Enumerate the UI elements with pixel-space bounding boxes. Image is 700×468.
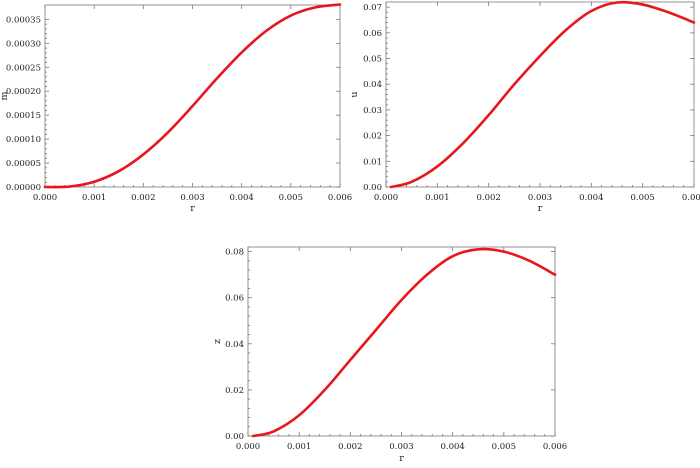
y-tick-label: 0.00015 (6, 111, 41, 121)
x-tick-label: 0.002 (338, 442, 362, 452)
y-axis-label: m (0, 91, 10, 100)
x-tick-label: 0.002 (131, 193, 155, 203)
x-tick-label: 0.001 (425, 193, 449, 203)
x-tick-label: 0.005 (492, 442, 516, 452)
y-tick-label: 0.05 (363, 55, 382, 65)
x-tick-label: 0.002 (476, 193, 500, 203)
y-tick-label: 0.00005 (6, 159, 41, 169)
y-axis-label: z (212, 339, 223, 344)
y-tick-label: 0.02 (225, 386, 244, 396)
y-tick-label: 0.07 (363, 3, 382, 13)
x-tick-label: 0.006 (682, 193, 700, 203)
x-axis-label: r (190, 203, 195, 214)
chart-1: 0.000 0.001 0.002 0.003 0.004 0.005 0.006 0.000… (0, 3, 352, 214)
y-axis-label: u (349, 91, 360, 97)
y-tick-label: 0.00025 (6, 63, 41, 73)
series-line-1 (389, 0, 696, 189)
x-axis-label: r (399, 453, 404, 464)
y-tick-label: 0.00030 (6, 39, 41, 49)
x-tick-label: 0.001 (287, 442, 311, 452)
y-tick-label: 0.01 (363, 157, 382, 167)
plot-frame (44, 4, 341, 188)
y-tick-label: 0.04 (225, 340, 244, 350)
x-tick-label: 0.000 (374, 193, 398, 203)
x-tick-label: 0.001 (82, 193, 106, 203)
y-tick-label: 0.00035 (6, 15, 41, 25)
x-tick-label: 0.005 (630, 193, 654, 203)
x-tick-label: 0.006 (328, 193, 352, 203)
y-tick-label: 0.08 (225, 248, 244, 258)
y-tick-label: 0.06 (225, 294, 244, 304)
x-tick-label: 0.003 (528, 193, 552, 203)
chart-2: 0.000 0.001 0.002 0.003 0.004 0.005 0.006 0.00 0… (349, 0, 700, 214)
x-tick-label: 0.004 (440, 442, 464, 452)
plot-frame (385, 1, 695, 188)
x-tick-label: 0.006 (543, 442, 567, 452)
y-tick-label: 0.00 (363, 183, 382, 193)
plot-frame (247, 246, 556, 437)
series-line-1 (43, 3, 342, 189)
y-tick-label: 0.03 (363, 106, 382, 116)
x-tick-label: 0.004 (579, 193, 603, 203)
x-axis-label: r (538, 203, 543, 214)
x-tick-label: 0.000 (236, 442, 260, 452)
x-tick-label: 0.004 (229, 193, 253, 203)
series-line-1 (251, 247, 557, 438)
y-tick-label: 0.00 (225, 432, 244, 442)
x-tick-label: 0.005 (279, 193, 303, 203)
y-tick-label: 0.00020 (6, 87, 41, 97)
y-tick-label: 0.04 (363, 80, 382, 90)
x-tick-label: 0.003 (389, 442, 413, 452)
y-tick-label: 0.02 (363, 132, 382, 142)
y-tick-label: 0.00000 (6, 183, 41, 193)
y-tick-label: 0.00010 (6, 135, 41, 145)
x-tick-label: 0.003 (180, 193, 204, 203)
x-tick-label: 0.000 (33, 193, 57, 203)
chart-3: 0.000 0.001 0.002 0.003 0.004 0.005 0.006 0.00 0… (212, 246, 567, 464)
y-tick-label: 0.06 (363, 29, 382, 39)
